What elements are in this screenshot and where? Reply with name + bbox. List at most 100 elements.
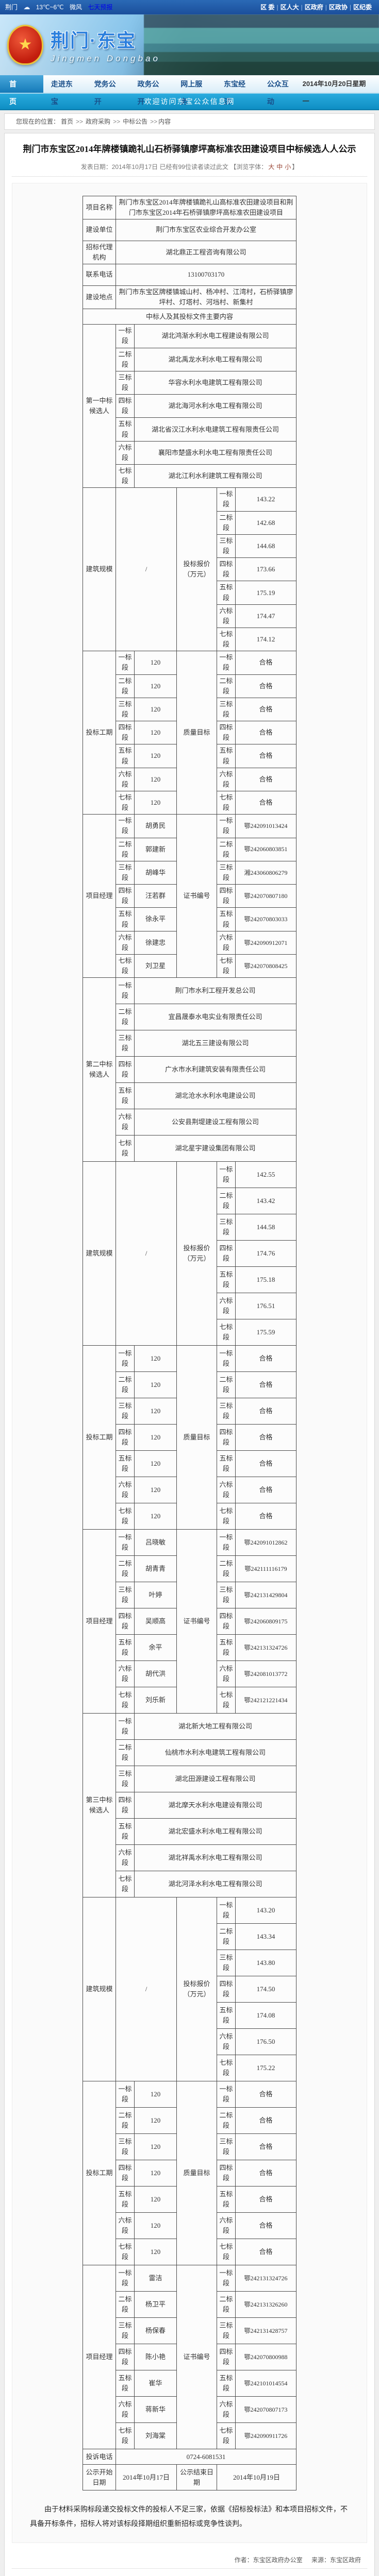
cert-cell: 鄂242090912071 xyxy=(235,930,296,955)
bid-segment-label: 三标段 xyxy=(217,860,236,885)
table-row: 六标段 176.51 xyxy=(83,1293,296,1320)
manager-cell: 刘海棠 xyxy=(134,2422,177,2450)
bid-segment-label: 四标段 xyxy=(217,2160,236,2187)
bid-segment-label: 一标段 xyxy=(116,814,135,838)
price-cell: 143.80 xyxy=(235,1950,296,1977)
link-quzhengfu[interactable]: 区政府 xyxy=(304,4,323,11)
table-row: 七标段 湖北河泽水利水电工程有限公司 xyxy=(83,1871,296,1898)
bid-segment-label: 一标段 xyxy=(116,1713,135,1740)
bid-segment-label: 七标段 xyxy=(217,790,236,815)
company-cell: 湖北鸿渐水利水电工程建设有限公司 xyxy=(134,324,296,348)
read-count: 已经有99位读者读过此文 xyxy=(159,163,228,171)
link-qujiwei[interactable]: 区纪委 xyxy=(353,4,372,11)
complaint-label: 投诉电话 xyxy=(83,2449,116,2465)
bid-segment-label: 四标段 xyxy=(217,557,236,582)
manager-cell: 崔华 xyxy=(134,2370,177,2397)
table-row: 七标段 湖北星宇建设集团有限公司 xyxy=(83,1135,296,1162)
bid-segment-label: 二标段 xyxy=(217,837,236,861)
breadcrumb-separator: >> xyxy=(76,118,84,125)
publicity-start-date: 2014年10月17日 xyxy=(116,2464,177,2491)
price-cell: 174.47 xyxy=(235,604,296,629)
bid-segment-label: 一标段 xyxy=(217,2081,236,2108)
nav-item-home[interactable]: 首 页 xyxy=(0,75,43,106)
bid-segment-label: 四标段 xyxy=(217,884,236,908)
breadcrumb-procurement[interactable]: 政府采购 xyxy=(86,118,111,125)
table-row: 三标段 华容水利水电建筑工程有限公司 xyxy=(83,370,296,395)
link-quwei[interactable]: 区 委 xyxy=(260,4,275,11)
site-subtitle: Jingmen Dongbao xyxy=(51,54,160,63)
scale-label: 建筑规模 xyxy=(83,487,116,652)
price-cell: 175.22 xyxy=(235,2055,296,2082)
font-size-small-button[interactable]: 小 xyxy=(285,163,291,171)
table-row: 五标段 120 五标段 合格 xyxy=(83,2186,296,2213)
bid-segment-label: 三标段 xyxy=(217,534,236,558)
forecast-link[interactable]: 七天预报 xyxy=(88,4,113,11)
bid-segment-label: 二标段 xyxy=(217,2107,236,2134)
link-quzhengxie[interactable]: 区政协 xyxy=(328,4,348,11)
font-size-medium-button[interactable]: 中 xyxy=(276,163,283,171)
manager-cell: 刘卫星 xyxy=(134,954,177,978)
bid-segment-label: 一标段 xyxy=(217,1161,236,1189)
breadcrumb-bid-notice[interactable]: 中标公告 xyxy=(123,118,148,125)
nav-item-online-service[interactable]: 网上服务 xyxy=(180,80,203,106)
bid-segment-label: 六标段 xyxy=(217,604,236,629)
bid-segment-label: 一标段 xyxy=(116,2265,135,2292)
manager-cell: 余平 xyxy=(134,1634,177,1662)
link-qurenda[interactable]: 区人大 xyxy=(280,4,299,11)
bid-segment-label: 五标段 xyxy=(116,1082,135,1110)
table-row: 四标段 湖北海河水利水电工程有限公司 xyxy=(83,394,296,418)
table-row: 二标段 120 二标段 合格 xyxy=(83,1371,296,1399)
table-row: 项目经理 一标段 雷洁 证书编号 一标段 鄂242131324726 xyxy=(83,2265,296,2450)
company-cell: 湖北新大地工程有限公司 xyxy=(134,1713,296,1740)
bid-segment-label: 三标段 xyxy=(116,370,135,395)
bid-segment-label: 三标段 xyxy=(116,2317,135,2345)
bid-segment-label: 三标段 xyxy=(116,1582,135,1609)
breadcrumb-home[interactable]: 首页 xyxy=(61,118,74,125)
duration-cell: 120 xyxy=(134,1424,177,1451)
company-cell: 襄阳市楚盛水利水电工程有限责任公司 xyxy=(134,440,296,465)
font-size-large-button[interactable]: 大 xyxy=(268,163,275,171)
site-banner: ★ 荆门·东宝 Jingmen Dongbao xyxy=(0,14,379,75)
table-row: 第三中标候选人 一标段 湖北新大地工程有限公司 xyxy=(83,1713,296,1898)
bid-segment-label: 一标段 xyxy=(116,651,135,675)
manager-cell: 胡代洪 xyxy=(134,1660,177,1688)
cert-cell: 湘243060806279 xyxy=(235,860,296,885)
table-row: 二标段 宜昌晟泰水电实业有限责任公司 xyxy=(83,1004,296,1031)
table-row: 七标段 174.12 xyxy=(83,627,296,652)
table-row: 招标代理机构 湖北鼎正工程咨询有限公司 xyxy=(83,240,296,265)
cert-cell: 鄂242121221434 xyxy=(235,1687,296,1714)
prev-article: 上一篇：新台西路河道改造、万通物流河道改造、新台西路生态护坡、雄达羽绒服桥梁项目… xyxy=(5,2573,374,2576)
nav-item-gov-affairs[interactable]: 政务公开 xyxy=(137,80,159,106)
author-line: 作者：东宝区政府办公室 来源：东宝区政府 xyxy=(5,2548,374,2568)
quality-cell: 合格 xyxy=(235,2186,296,2213)
duration-cell: 120 xyxy=(134,1503,177,1530)
bid-segment-label: 一标段 xyxy=(217,1529,236,1556)
company-cell: 湖北祥禹水利水电工程有限公司 xyxy=(134,1844,296,1872)
nav-item-about[interactable]: 走进东宝 xyxy=(51,80,73,106)
bid-segment-label: 六标段 xyxy=(116,1109,135,1136)
table-row: 投标工期 一标段 120 质量目标 一标段 合格 xyxy=(83,1345,296,1530)
nav-item-interaction[interactable]: 公众互动 xyxy=(267,80,289,106)
nav-item-party-affairs[interactable]: 党务公开 xyxy=(94,80,116,106)
bid-segment-label: 七标段 xyxy=(116,1503,135,1530)
duration-cell: 120 xyxy=(134,790,177,815)
table-row: 项目经理 一标段 吕晓敏 证书编号 一标段 鄂242091012862 xyxy=(83,1529,296,1714)
bid-segment-label: 二标段 xyxy=(217,511,236,535)
manager-label: 项目经理 xyxy=(83,2265,116,2450)
manager-cell: 徐永平 xyxy=(134,907,177,931)
table-row: 四标段 陈小艳 四标段 鄂242070800988 xyxy=(83,2344,296,2371)
quality-cell: 合格 xyxy=(235,790,296,815)
table-row: 七标段 120 七标段 合格 xyxy=(83,790,296,815)
main-nav: 首 页 走进东宝 党务公开 政务公开 网上服务 东宝经济 公众互动 2014年1… xyxy=(0,75,379,106)
duration-cell: 120 xyxy=(134,2081,177,2108)
company-cell: 华容水利水电建筑工程有限公司 xyxy=(134,370,296,395)
table-row: 四标段 湖北摩天水利水电建设有限公司 xyxy=(83,1792,296,1819)
company-cell: 湖北江利水利建筑工程有限公司 xyxy=(134,464,296,488)
info-value: 荆门市东宝区农业综合开发办公室 xyxy=(116,218,296,241)
manager-cell: 杨保春 xyxy=(134,2317,177,2345)
bid-segment-label: 一标段 xyxy=(116,1529,135,1556)
scale-value: / xyxy=(116,1897,177,2082)
price-label: 投标报价（万元） xyxy=(176,487,217,652)
price-label: 投标报价（万元） xyxy=(176,1161,217,1346)
nav-item-economy[interactable]: 东宝经济 xyxy=(224,80,246,106)
